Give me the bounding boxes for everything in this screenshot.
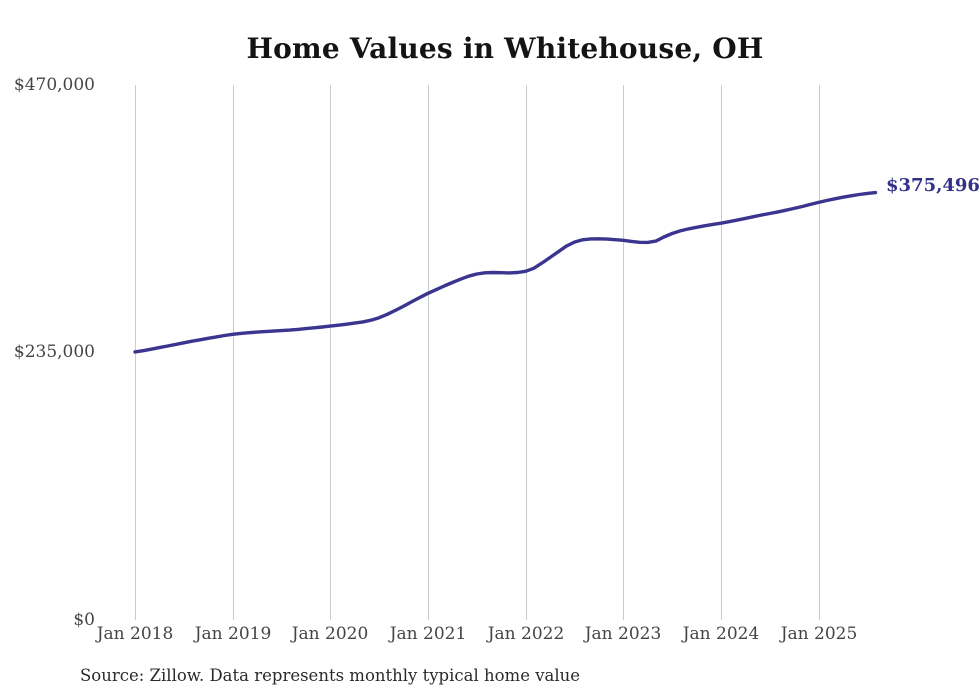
gridline-2023 — [623, 85, 624, 620]
x-axis-label-jan-2024: Jan 2024 — [682, 624, 760, 644]
x-axis-label-jan-2025: Jan 2025 — [780, 624, 858, 644]
x-axis-label-jan-2019: Jan 2019 — [194, 624, 272, 644]
gridline-2020 — [330, 85, 331, 620]
gridline-2019 — [233, 85, 234, 620]
source-note: Source: Zillow. Data represents monthly … — [80, 666, 581, 685]
y-axis-label-470000: $470,000 — [13, 75, 95, 95]
x-axis-label-jan-2018: Jan 2018 — [96, 624, 174, 644]
x-axis-label-jan-2023: Jan 2023 — [584, 624, 662, 644]
gridline-2022 — [526, 85, 527, 620]
gridline-2021 — [428, 85, 429, 620]
y-axis-label-0: $0 — [73, 610, 95, 630]
chart-title: Home Values in Whitehouse, OH — [246, 32, 764, 65]
latest-value-label: $375,496 — [886, 175, 980, 196]
gridline-2024 — [721, 85, 722, 620]
home-value-line — [133, 190, 878, 354]
y-axis-label-235000: $235,000 — [13, 342, 95, 362]
x-axis-label-jan-2020: Jan 2020 — [291, 624, 369, 644]
x-axis-label-jan-2022: Jan 2022 — [487, 624, 565, 644]
gridline-2025 — [819, 85, 820, 620]
x-axis-label-jan-2021: Jan 2021 — [389, 624, 467, 644]
